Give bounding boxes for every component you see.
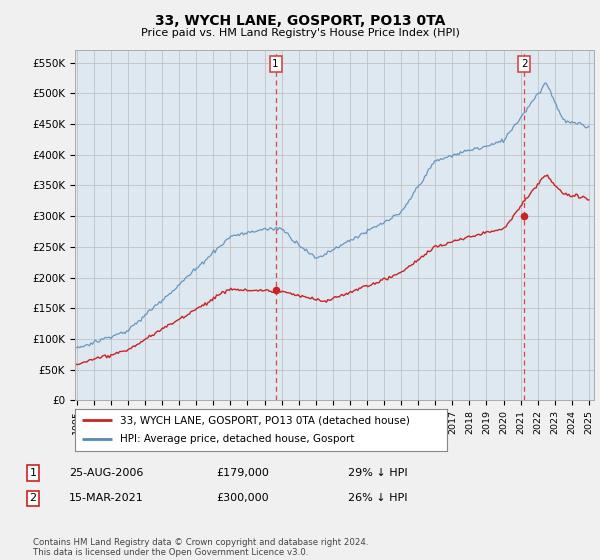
Text: £300,000: £300,000 — [216, 493, 269, 503]
Text: 15-MAR-2021: 15-MAR-2021 — [69, 493, 144, 503]
Text: £179,000: £179,000 — [216, 468, 269, 478]
Text: 26% ↓ HPI: 26% ↓ HPI — [348, 493, 407, 503]
Text: Contains HM Land Registry data © Crown copyright and database right 2024.
This d: Contains HM Land Registry data © Crown c… — [33, 538, 368, 557]
Text: 29% ↓ HPI: 29% ↓ HPI — [348, 468, 407, 478]
Text: HPI: Average price, detached house, Gosport: HPI: Average price, detached house, Gosp… — [119, 435, 354, 445]
Text: 1: 1 — [272, 59, 279, 69]
Text: 2: 2 — [29, 493, 37, 503]
Text: 33, WYCH LANE, GOSPORT, PO13 0TA (detached house): 33, WYCH LANE, GOSPORT, PO13 0TA (detach… — [119, 415, 410, 425]
Text: 1: 1 — [29, 468, 37, 478]
Text: 2: 2 — [521, 59, 527, 69]
Text: 25-AUG-2006: 25-AUG-2006 — [69, 468, 143, 478]
Text: 33, WYCH LANE, GOSPORT, PO13 0TA: 33, WYCH LANE, GOSPORT, PO13 0TA — [155, 14, 445, 28]
Text: Price paid vs. HM Land Registry's House Price Index (HPI): Price paid vs. HM Land Registry's House … — [140, 28, 460, 38]
